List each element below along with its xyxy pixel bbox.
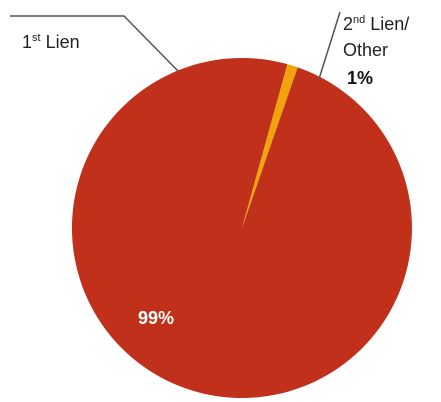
label-2nd-lien-other: 2nd Lien/ <box>343 14 409 34</box>
value-label-1st-lien: 99% <box>138 308 174 328</box>
value-label-2nd-lien-other: 1% <box>347 68 373 88</box>
pie-slice-1st-lien <box>71 57 412 398</box>
pie-slice-2nd-lien-other <box>242 64 298 229</box>
leader-line-2nd-lien-other <box>318 11 341 80</box>
leader-line-1st-lien <box>10 15 179 72</box>
label-2nd-lien-other-line2: Other <box>343 40 388 60</box>
label-1st-lien: 1st Lien <box>22 32 80 52</box>
